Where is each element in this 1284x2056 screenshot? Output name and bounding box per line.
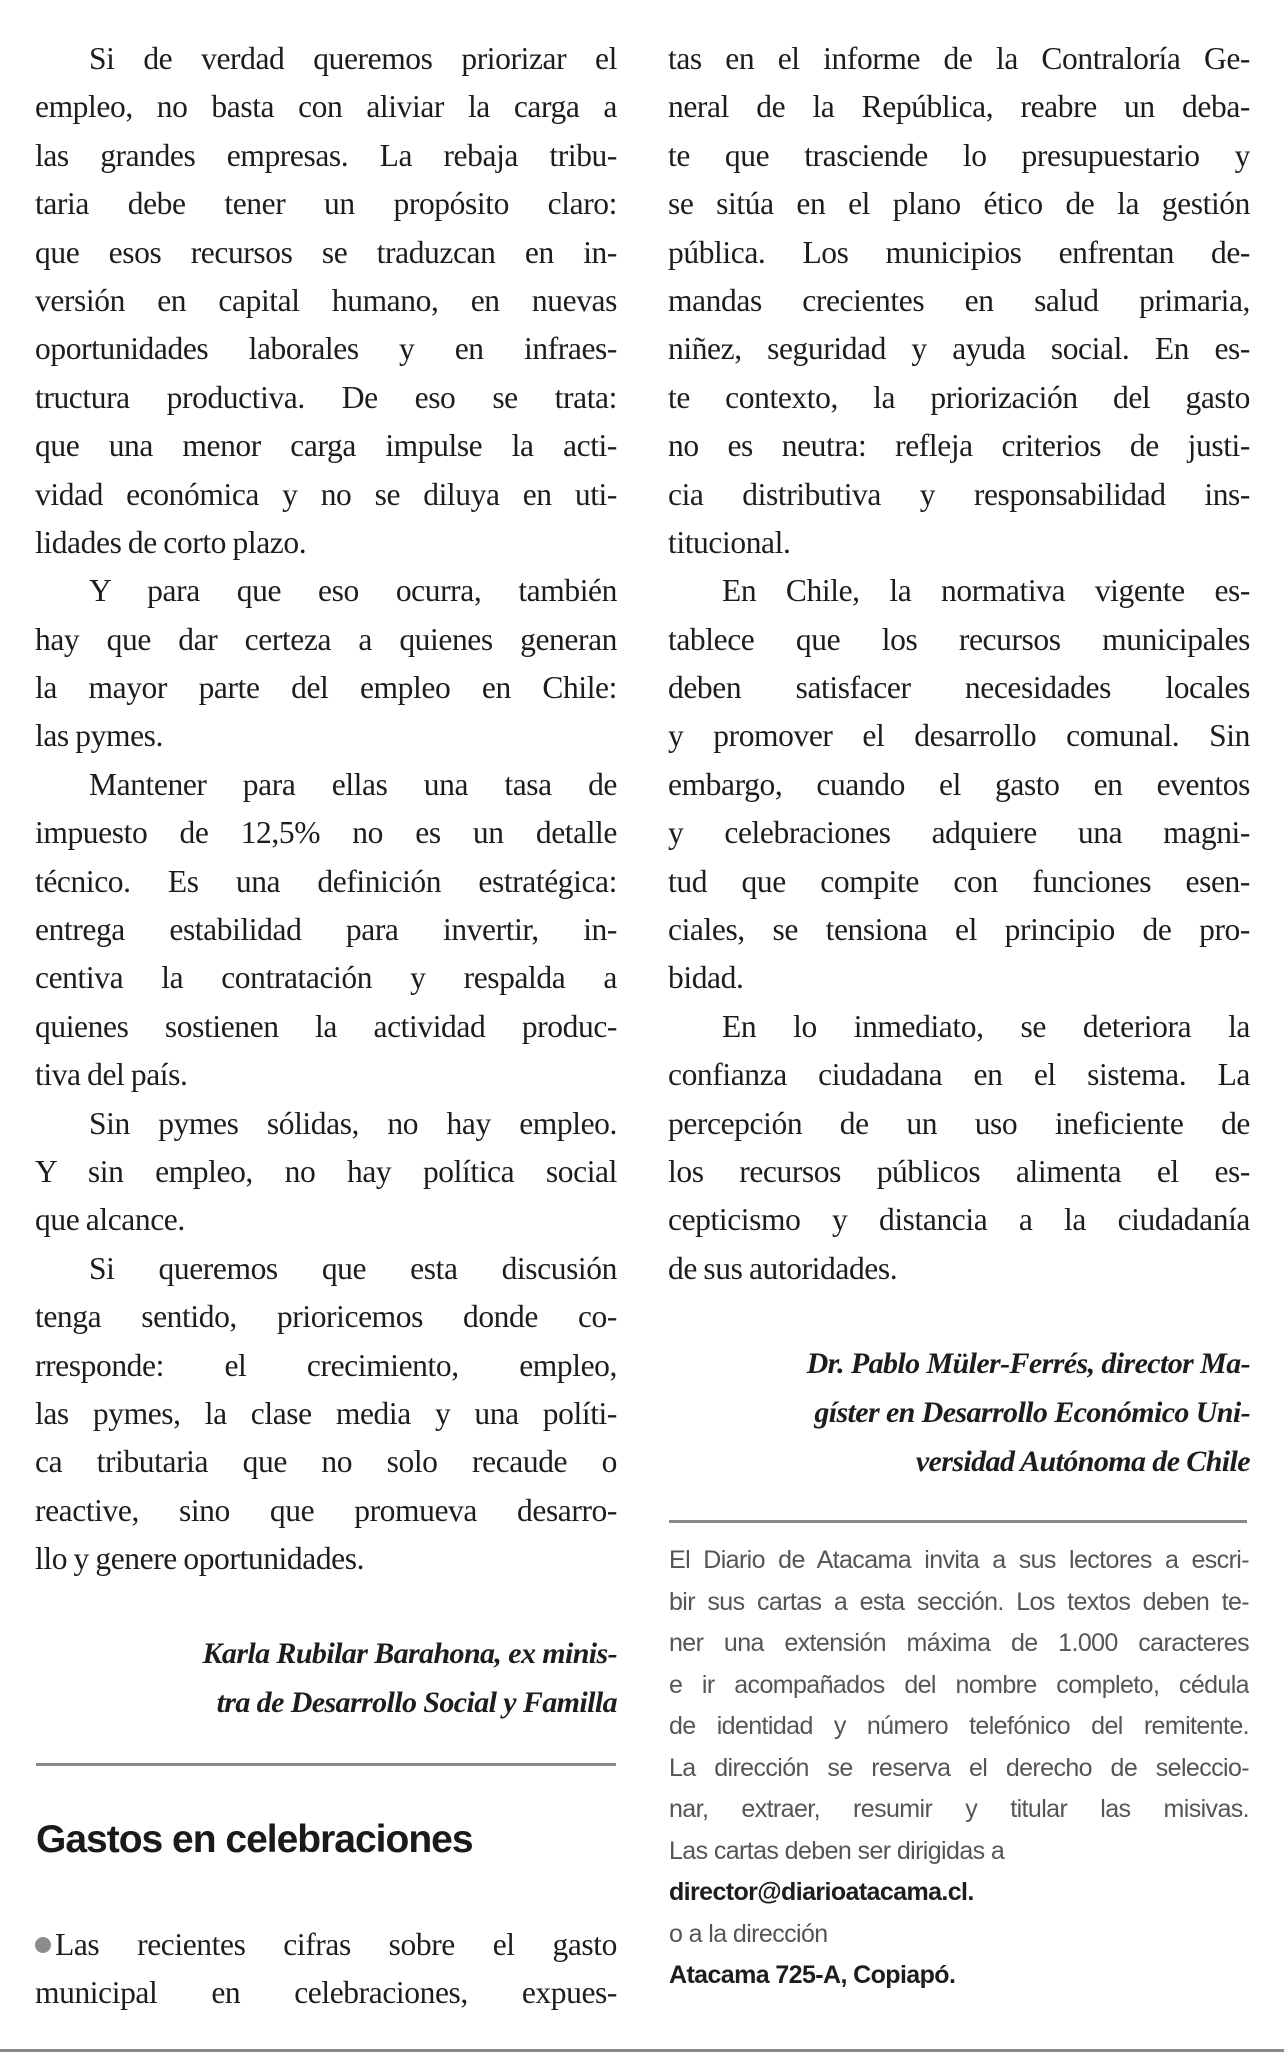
text-line: hay que dar certeza a quienes generan: [35, 621, 617, 657]
text-line: mandas crecientes en salud primaria,: [668, 282, 1250, 318]
text-line: rresponde: el crecimiento, empleo,: [35, 1347, 617, 1383]
postal-address: Atacama 725-A, Copiapó.: [669, 1961, 956, 1989]
signature-line: tra de Desarrollo Social y Familla: [216, 1686, 618, 1719]
text-line: Y para que eso ocurra, también: [89, 573, 617, 609]
text-line: Mantener para ellas una tasa de: [89, 766, 617, 802]
text-line: deben satisfacer necesidades locales: [668, 670, 1250, 706]
text-line: te que trasciende lo presupuestario y: [668, 137, 1250, 173]
text-line: que esos recursos se traduzcan en in-: [35, 234, 617, 270]
text-line: las pymes, la clase media y una políti-: [35, 1395, 617, 1431]
letter-muller-signature: Dr. Pablo Müler-Ferrés, director Ma-gíst…: [668, 1339, 1251, 1486]
text-line: municipal en celebraciones, expues-: [35, 1975, 617, 2011]
text-line: Si queremos que esta discusión: [89, 1250, 617, 1286]
letter-gastos-body: tas en el informe de la Contraloría Ge-n…: [668, 35, 1250, 1293]
text-line: impuesto de 12,5% no es un detalle: [35, 815, 617, 851]
signature-line: versidad Autónoma de Chile: [915, 1445, 1251, 1478]
divider: [36, 1763, 616, 1766]
letter-rubilar-signature: Karla Rubilar Barahona, ex minis-tra de …: [35, 1629, 618, 1727]
info-line: e ir acompañados del nombre completo, cé…: [669, 1670, 1249, 1699]
bottom-divider: [0, 2049, 1284, 2052]
text-line: cia distributiva y responsabilidad ins-: [668, 476, 1250, 512]
text-line: los recursos públicos alimenta el es-: [668, 1153, 1250, 1189]
text-line: técnico. Es una definición estratégica:: [35, 863, 617, 899]
signature-line: Dr. Pablo Müler-Ferrés, director Ma-: [806, 1347, 1251, 1380]
text-line: empleo, no basta con aliviar la carga a: [35, 89, 617, 125]
info-line: Las cartas deben ser dirigidas a: [669, 1836, 1005, 1865]
text-line: tud que compite con funciones esen-: [668, 863, 1250, 899]
text-line: percepción de un uso ineficiente de: [668, 1105, 1250, 1141]
letter-gastos-opening: Las recientes cifras sobre el gasto muni…: [35, 1921, 617, 2018]
text-line: no es neutra: refleja criterios de justi…: [668, 428, 1250, 464]
info-line: ner una extensión máxima de 1.000 caract…: [669, 1629, 1249, 1657]
submission-info-box: El Diario de Atacama invita a sus lector…: [669, 1540, 1249, 1997]
text-line: ciales, se tensiona el principio de pro-: [668, 912, 1250, 948]
text-line: oportunidades laborales y en infraes-: [35, 331, 617, 367]
text-line: tenga sentido, prioricemos donde co-: [35, 1299, 617, 1335]
info-line: bir sus cartas a esta sección. Los texto…: [669, 1587, 1249, 1616]
signature-line: gíster en Desarrollo Económico Uni-: [814, 1396, 1250, 1429]
contact-email[interactable]: director@diarioatacama.cl.: [669, 1878, 974, 1906]
bullet-dot-icon: [35, 1937, 51, 1953]
text-line: neral de la República, reabre un deba-: [668, 89, 1250, 125]
text-line: En lo inmediato, se deteriora la: [722, 1008, 1250, 1044]
text-line: la mayor parte del empleo en Chile:: [35, 670, 617, 706]
text-line: taria debe tener un propósito claro:: [35, 186, 617, 222]
text-line: titucional.: [668, 524, 791, 560]
text-line: tablece que los recursos municipales: [668, 621, 1250, 657]
divider: [669, 1520, 1247, 1523]
text-line: versión en capital humano, en nuevas: [35, 282, 617, 318]
text-line: ca tributaria que no solo recaude o: [35, 1444, 617, 1480]
text-line: Si de verdad queremos priorizar el: [89, 41, 617, 76]
text-line: que alcance.: [35, 1202, 185, 1238]
letter-rubilar-body: Si de verdad queremos priorizar el empleo…: [35, 35, 617, 1584]
text-line: lidades de corto plazo.: [35, 524, 307, 560]
text-line: las grandes empresas. La rebaja tribu-: [35, 137, 617, 173]
text-line: bidad.: [668, 960, 744, 996]
letter-heading: Gastos en celebraciones: [36, 1818, 474, 1861]
text-line: entrega estabilidad para invertir, in-: [35, 912, 617, 948]
text-line: y celebraciones adquiere una magni-: [668, 815, 1250, 851]
text-line: llo y genere oportunidades.: [35, 1541, 365, 1577]
info-line: El Diario de Atacama invita a sus lector…: [669, 1546, 1249, 1574]
info-line: de identidad y número telefónico del rem…: [669, 1712, 1249, 1740]
text-line: de sus autoridades.: [668, 1250, 898, 1286]
signature-line: Karla Rubilar Barahona, ex minis-: [202, 1637, 618, 1670]
text-line: las pymes.: [35, 718, 163, 754]
text-line: cepticismo y distancia a la ciudadanía: [668, 1202, 1250, 1238]
text-line: te contexto, la priorización del gasto: [668, 379, 1250, 415]
text-line: Las recientes cifras sobre el gasto: [55, 1927, 617, 1962]
text-line: tas en el informe de la Contraloría Ge-: [668, 41, 1250, 76]
text-line: niñez, seguridad y ayuda social. En es-: [668, 331, 1250, 367]
text-line: vidad económica y no se diluya en uti-: [35, 476, 617, 512]
text-line: reactive, sino que promueva desarro-: [35, 1492, 617, 1528]
address-intro: o a la dirección: [669, 1919, 828, 1948]
text-line: pública. Los municipios enfrentan de-: [668, 234, 1250, 270]
text-line: y promover el desarrollo comunal. Sin: [668, 718, 1250, 754]
text-line: tiva del país.: [35, 1057, 188, 1093]
text-line: Sin pymes sólidas, no hay empleo.: [89, 1105, 617, 1141]
text-line: quienes sostienen la actividad produc-: [35, 1008, 617, 1044]
info-line: nar, extraer, resumir y titular las misi…: [669, 1795, 1249, 1823]
text-line: confianza ciudadana en el sistema. La: [668, 1057, 1250, 1093]
info-line: La dirección se reserva el derecho de se…: [669, 1753, 1249, 1782]
text-line: Y sin empleo, no hay política social: [35, 1153, 617, 1189]
text-line: En Chile, la normativa vigente es-: [722, 573, 1250, 609]
text-line: que una menor carga impulse la acti-: [35, 428, 617, 464]
text-line: centiva la contratación y respalda a: [35, 960, 617, 996]
text-line: se sitúa en el plano ético de la gestión: [668, 186, 1250, 222]
text-line: tructura productiva. De eso se trata:: [35, 379, 617, 415]
text-line: embargo, cuando el gasto en eventos: [668, 766, 1250, 802]
